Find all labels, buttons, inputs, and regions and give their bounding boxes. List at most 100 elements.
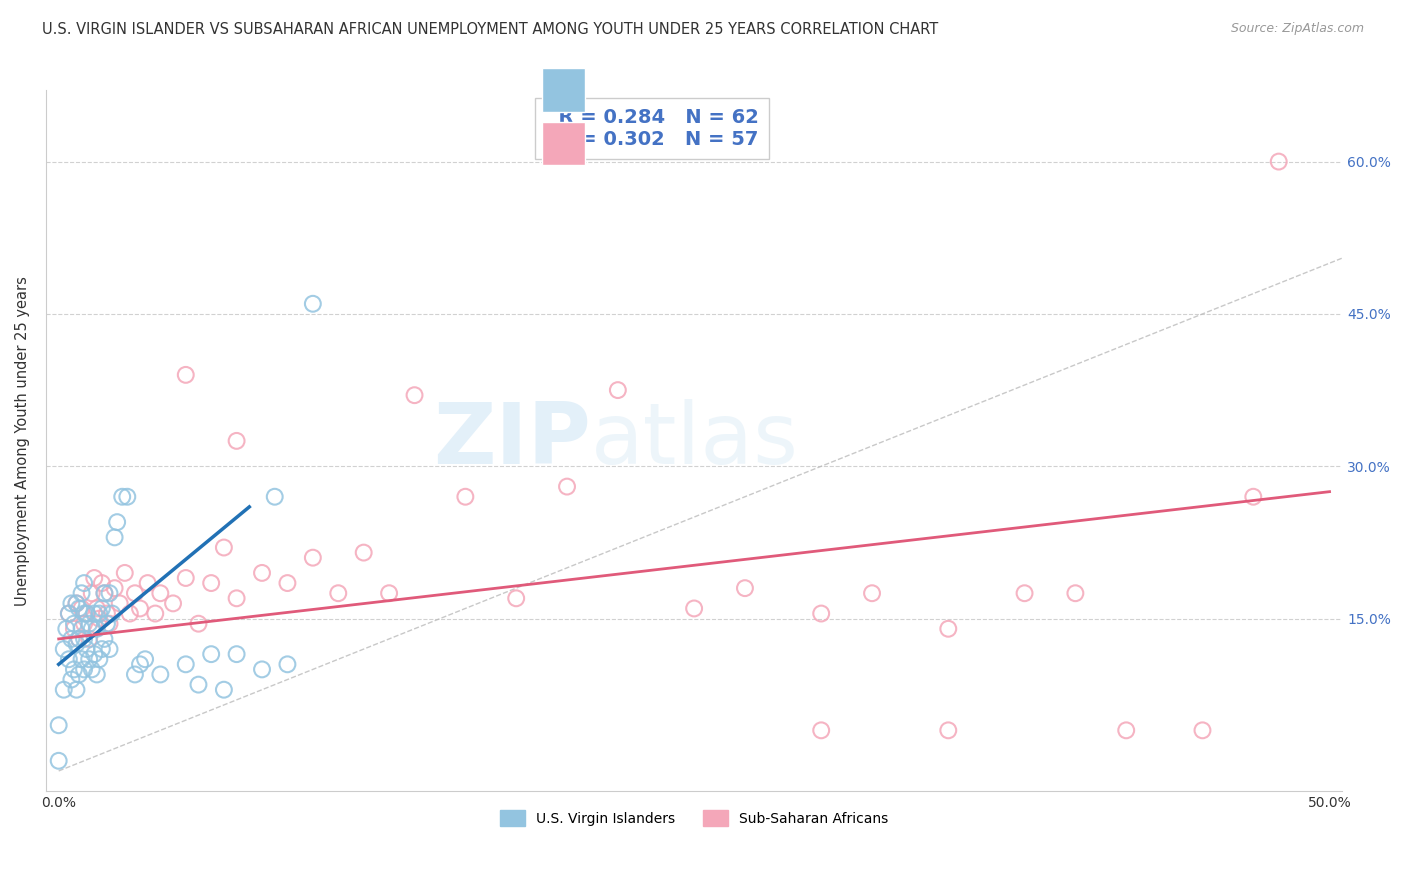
Point <box>83 571 105 585</box>
Point <box>73 632 96 646</box>
Point <box>936 723 959 738</box>
Point <box>225 647 247 661</box>
Point <box>93 586 115 600</box>
Point <box>124 667 146 681</box>
FancyBboxPatch shape <box>543 68 585 112</box>
Point <box>67 667 90 681</box>
Point <box>1267 154 1289 169</box>
Point <box>225 591 247 606</box>
Point <box>67 632 90 646</box>
Point <box>86 622 108 636</box>
Point <box>174 657 197 672</box>
Point <box>328 586 350 600</box>
Point <box>187 616 209 631</box>
Point <box>83 607 105 621</box>
Point <box>58 607 80 621</box>
Point <box>89 652 111 666</box>
Point <box>101 607 124 621</box>
Point <box>65 596 87 610</box>
Text: ZIP: ZIP <box>433 400 591 483</box>
Point <box>1115 723 1137 738</box>
Y-axis label: Unemployment Among Youth under 25 years: Unemployment Among Youth under 25 years <box>15 276 30 606</box>
Point <box>810 607 832 621</box>
Point <box>174 571 197 585</box>
Point <box>70 652 93 666</box>
Point <box>250 566 273 580</box>
Point <box>114 566 136 580</box>
Point <box>104 581 127 595</box>
Point <box>734 581 756 595</box>
Point <box>136 576 159 591</box>
Point <box>98 642 121 657</box>
FancyBboxPatch shape <box>543 122 585 166</box>
Point <box>810 723 832 738</box>
Point <box>86 667 108 681</box>
Point <box>212 682 235 697</box>
Legend: U.S. Virgin Islanders, Sub-Saharan Africans: U.S. Virgin Islanders, Sub-Saharan Afric… <box>494 804 896 833</box>
Point <box>73 662 96 676</box>
Point <box>83 647 105 661</box>
Point <box>1241 490 1264 504</box>
Point <box>70 586 93 600</box>
Point <box>129 601 152 615</box>
Point <box>52 642 75 657</box>
Point <box>93 586 115 600</box>
Point <box>200 576 222 591</box>
Point <box>65 596 87 610</box>
Point <box>77 652 100 666</box>
Point <box>73 576 96 591</box>
Point <box>143 607 166 621</box>
Point <box>124 586 146 600</box>
Point <box>93 632 115 646</box>
Point <box>63 616 86 631</box>
Point <box>250 662 273 676</box>
Point <box>52 682 75 697</box>
Point <box>302 297 325 311</box>
Point <box>77 616 100 631</box>
Point <box>555 479 578 493</box>
Point <box>505 591 527 606</box>
Point <box>149 667 172 681</box>
Point <box>58 607 80 621</box>
Point <box>48 754 70 768</box>
Text: Source: ZipAtlas.com: Source: ZipAtlas.com <box>1230 22 1364 36</box>
Point <box>70 622 93 636</box>
Point <box>454 490 477 504</box>
Point <box>96 616 118 631</box>
Point <box>73 607 96 621</box>
Point <box>89 607 111 621</box>
Point <box>98 616 121 631</box>
Point <box>90 601 112 615</box>
Point <box>149 586 172 600</box>
Point <box>98 586 121 600</box>
Point <box>60 632 83 646</box>
Point <box>404 388 426 402</box>
Point <box>936 622 959 636</box>
Point <box>212 541 235 555</box>
Point <box>80 622 103 636</box>
Point <box>65 682 87 697</box>
Point <box>89 612 111 626</box>
Point <box>60 673 83 687</box>
Point <box>174 368 197 382</box>
Point <box>129 657 152 672</box>
Point <box>117 490 139 504</box>
Point <box>200 647 222 661</box>
Point <box>606 383 628 397</box>
Point <box>73 616 96 631</box>
Point <box>96 607 118 621</box>
Point <box>70 601 93 615</box>
Point <box>378 586 401 600</box>
Point <box>162 596 184 610</box>
Point <box>60 596 83 610</box>
Point <box>1191 723 1213 738</box>
Point <box>76 607 98 621</box>
Point <box>302 550 325 565</box>
Point <box>80 586 103 600</box>
Point <box>86 601 108 615</box>
Point <box>353 546 375 560</box>
Text: atlas: atlas <box>591 400 799 483</box>
Point <box>76 642 98 657</box>
Point <box>77 632 100 646</box>
Point <box>118 607 141 621</box>
